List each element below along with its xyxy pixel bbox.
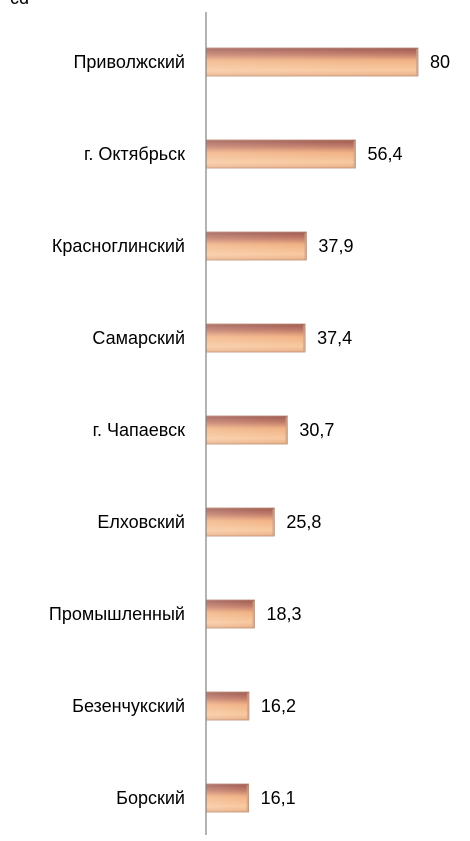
bar-sheen-3	[206, 324, 306, 352]
value-label-7: 16,2	[261, 696, 296, 716]
bar-sheen-4	[206, 416, 288, 444]
category-label-2: Красноглинский	[52, 236, 185, 256]
bar-edge-0	[416, 49, 418, 76]
bar-sheen-8	[206, 784, 249, 812]
category-label-1: г. Октябрьск	[84, 144, 185, 164]
bar-sheen-7	[206, 692, 249, 720]
bar-sheen-6	[206, 600, 255, 628]
labels-layer: Приволжский 80 г. Октябрьск 56,4 Красноглинс…	[49, 52, 450, 808]
category-label-4: г. Чапаевск	[93, 420, 186, 440]
bar-edge-8	[246, 785, 249, 812]
value-label-8: 16,1	[261, 788, 296, 808]
bar-sheen-1	[206, 140, 356, 168]
value-label-1: 56,4	[367, 144, 402, 164]
bar-edge-4	[285, 417, 288, 444]
category-label-7: Безенчукский	[72, 696, 185, 716]
value-label-0: 80	[430, 52, 450, 72]
bar-sheen-5	[206, 508, 275, 536]
category-label-5: Елховский	[97, 512, 185, 532]
value-label-2: 37,9	[318, 236, 353, 256]
bar-edge-2	[304, 233, 307, 260]
bar-edge-3	[303, 325, 306, 352]
category-label-6: Промышленный	[49, 604, 185, 624]
bars-layer	[205, 47, 419, 813]
value-label-3: 37,4	[317, 328, 352, 348]
bar-edge-5	[272, 509, 275, 536]
value-label-5: 25,8	[286, 512, 321, 532]
category-label-8: Борский	[116, 788, 185, 808]
category-label-0: Приволжский	[73, 52, 185, 72]
value-label-4: 30,7	[299, 420, 334, 440]
title-fragment: сd	[10, 0, 29, 8]
bar-edge-7	[246, 693, 249, 720]
bar-sheen-0	[206, 48, 418, 76]
bar-sheen-2	[206, 232, 307, 260]
value-label-6: 18,3	[266, 604, 301, 624]
category-label-3: Самарский	[92, 328, 185, 348]
bar-edge-1	[353, 141, 356, 168]
bar-edge-6	[252, 601, 255, 628]
